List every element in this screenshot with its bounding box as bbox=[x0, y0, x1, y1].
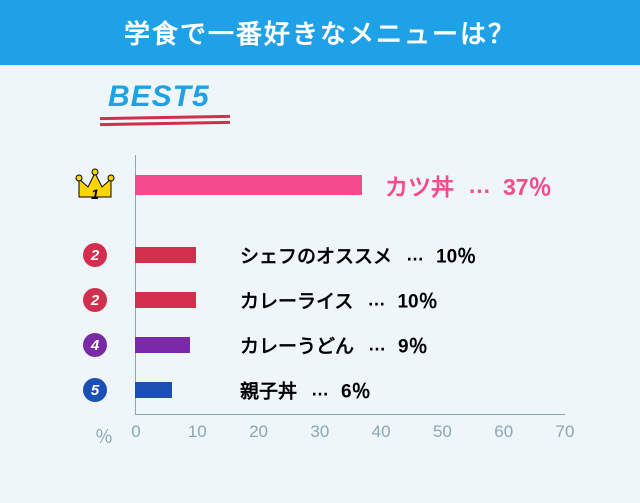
bar-label: シェフのオススメ … 10％ bbox=[240, 242, 476, 269]
rank-circle: 2 bbox=[83, 288, 107, 312]
bar-area: カレーライス … 10％ bbox=[135, 280, 565, 320]
bar bbox=[135, 247, 196, 263]
infographic-root: 学食で一番好きなメニューは？ BEST5 0 10 20 30 40 50 60 70 ％ 1… bbox=[0, 0, 640, 503]
bar bbox=[135, 382, 172, 398]
item-percent: 6％ bbox=[341, 377, 371, 404]
header-bar: 学食で一番好きなメニューは？ bbox=[0, 0, 640, 65]
bar-area: シェフのオススメ … 10％ bbox=[135, 235, 565, 275]
chart-row: 5 親子丼 … 6％ bbox=[55, 370, 615, 410]
best5-heading: BEST5 bbox=[108, 80, 210, 114]
dots: … bbox=[406, 245, 422, 266]
item-percent: 9％ bbox=[398, 332, 428, 359]
bar bbox=[135, 292, 196, 308]
bar-area: 親子丼 … 6％ bbox=[135, 370, 565, 410]
bar bbox=[135, 337, 190, 353]
rank-badge: 2 bbox=[55, 288, 135, 312]
item-name: カレーライス bbox=[240, 287, 353, 314]
best5-underline bbox=[100, 116, 230, 126]
x-tick: 40 bbox=[372, 422, 391, 442]
bar-label: カツ丼 … 37％ bbox=[385, 168, 552, 202]
item-percent: 10％ bbox=[436, 242, 476, 269]
x-axis-unit: ％ bbox=[95, 423, 113, 449]
x-tick: 70 bbox=[556, 422, 575, 442]
chart-row: 1 カツ丼 … 37％ bbox=[55, 165, 615, 205]
item-name: カレーうどん bbox=[240, 332, 354, 359]
rank-circle: 4 bbox=[83, 333, 107, 357]
dots: … bbox=[311, 380, 327, 401]
item-name: カツ丼 bbox=[385, 168, 454, 202]
rank-circle: 2 bbox=[83, 243, 107, 267]
header-title: 学食で一番好きなメニューは？ bbox=[124, 19, 516, 49]
rank-badge: 5 bbox=[55, 378, 135, 402]
chart-row: 4 カレーうどん … 9％ bbox=[55, 325, 615, 365]
chart-row: 2 シェフのオススメ … 10％ bbox=[55, 235, 615, 275]
chart-area: 010203040506070 ％ 1カツ丼…37％2シェフのオススメ…10％2… bbox=[55, 155, 615, 465]
dots: … bbox=[367, 290, 383, 311]
rank-circle: 5 bbox=[83, 378, 107, 402]
bar-label: カレーライス … 10％ bbox=[240, 287, 438, 314]
item-name: シェフのオススメ bbox=[240, 242, 392, 269]
rank-badge: 4 bbox=[55, 333, 135, 357]
item-percent: 37％ bbox=[503, 168, 552, 202]
chart-row: 2 カレーライス … 10％ bbox=[55, 280, 615, 320]
x-tick: 50 bbox=[433, 422, 452, 442]
x-tick: 0 bbox=[131, 422, 140, 442]
x-tick: 10 bbox=[188, 422, 207, 442]
bar-area: カツ丼 … 37％ bbox=[135, 165, 565, 205]
x-tick: 60 bbox=[494, 422, 513, 442]
dots: … bbox=[368, 335, 384, 356]
rank-badge: 1 bbox=[55, 167, 135, 203]
item-percent: 10％ bbox=[397, 287, 437, 314]
x-tick: 20 bbox=[249, 422, 268, 442]
crown-icon: 1 bbox=[75, 167, 115, 203]
bar bbox=[135, 175, 362, 195]
rank-badge: 2 bbox=[55, 243, 135, 267]
bar-label: 親子丼 … 6％ bbox=[240, 377, 371, 404]
x-tick: 30 bbox=[310, 422, 329, 442]
dots: … bbox=[468, 172, 489, 199]
bar-area: カレーうどん … 9％ bbox=[135, 325, 565, 365]
item-name: 親子丼 bbox=[240, 377, 297, 404]
bar-label: カレーうどん … 9％ bbox=[240, 332, 428, 359]
